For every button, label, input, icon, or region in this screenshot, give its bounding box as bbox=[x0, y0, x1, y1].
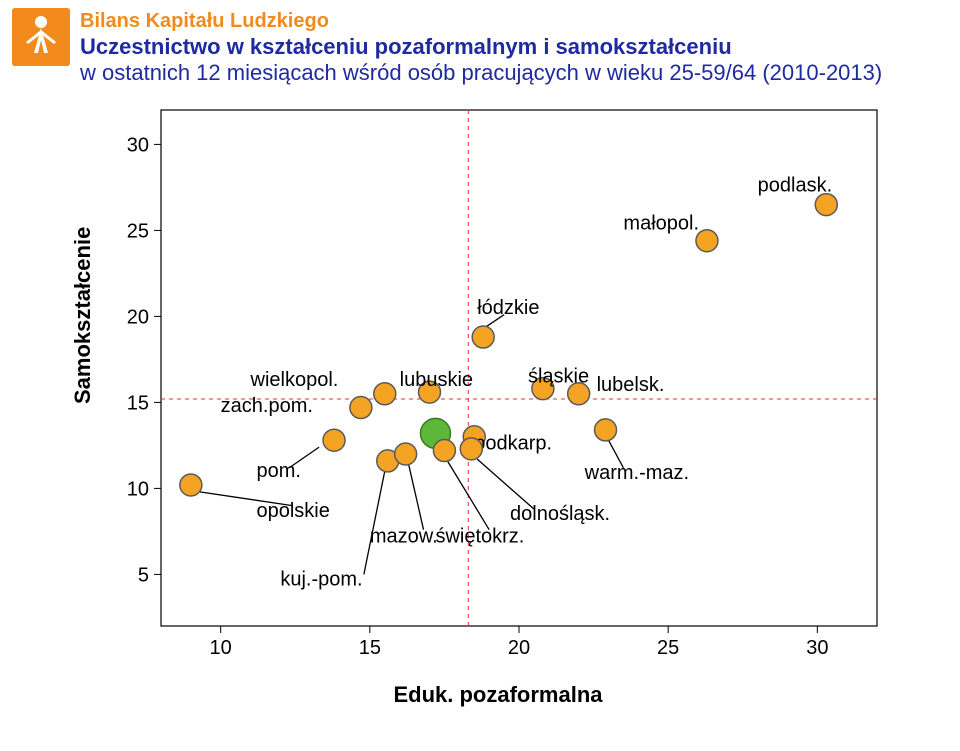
label-lubelsk: lubelsk. bbox=[597, 374, 665, 396]
point-opolskie bbox=[180, 474, 202, 496]
label-malopol: małopol. bbox=[623, 213, 699, 235]
label-zachpom: zach.pom. bbox=[221, 395, 313, 417]
label-pom: pom. bbox=[256, 460, 300, 482]
point-malopol bbox=[696, 230, 718, 252]
label-dolnoslask: dolnośląsk. bbox=[510, 503, 610, 525]
scatter-plot: 10 15 20 25 30 5 10 15 20 25 30 opolskie pom. zach.po… bbox=[101, 96, 891, 676]
bkl-logo bbox=[12, 8, 70, 66]
chart-container: Samokształcenie 10 15 20 25 30 5 10 15 20 25 30 opo… bbox=[65, 96, 895, 708]
header: Bilans Kapitału Ludzkiego Uczestnictwo w… bbox=[12, 8, 948, 86]
point-dolnoslask bbox=[460, 438, 482, 460]
point-swietokrz bbox=[433, 440, 455, 462]
svg-text:20: 20 bbox=[508, 637, 530, 659]
svg-text:30: 30 bbox=[127, 134, 149, 156]
point-wielkopol bbox=[374, 383, 396, 405]
svg-text:25: 25 bbox=[127, 220, 149, 242]
label-mazow: mazow. bbox=[370, 526, 438, 548]
title-line-2: Uczestnictwo w kształceniu pozaformalnym… bbox=[80, 34, 882, 60]
svg-text:15: 15 bbox=[359, 637, 381, 659]
point-lubelsk bbox=[568, 383, 590, 405]
label-lodzkie: łódzkie bbox=[477, 297, 539, 319]
label-swietokrz: świętokrz. bbox=[435, 526, 524, 548]
label-kujpom: kuj.-pom. bbox=[280, 569, 362, 591]
point-warmmaz bbox=[595, 419, 617, 441]
label-podlask: podlask. bbox=[758, 175, 833, 197]
svg-text:10: 10 bbox=[210, 637, 232, 659]
page: Bilans Kapitału Ludzkiego Uczestnictwo w… bbox=[0, 0, 960, 751]
svg-text:25: 25 bbox=[657, 637, 679, 659]
svg-text:30: 30 bbox=[806, 637, 828, 659]
label-opolskie: opolskie bbox=[256, 500, 329, 522]
x-axis-label: Eduk. pozaformalna bbox=[101, 682, 895, 708]
label-podkarp: podkarp. bbox=[474, 433, 552, 455]
title-line-1: Bilans Kapitału Ludzkiego bbox=[80, 10, 882, 32]
svg-text:10: 10 bbox=[127, 478, 149, 500]
label-warmmaz: warm.-maz. bbox=[584, 462, 689, 484]
svg-text:5: 5 bbox=[138, 564, 149, 586]
svg-text:20: 20 bbox=[127, 306, 149, 328]
y-axis-label: Samokształcenie bbox=[70, 368, 96, 404]
title-line-3: w ostatnich 12 miesiącach wśród osób pra… bbox=[80, 60, 882, 86]
point-lodzkie bbox=[472, 326, 494, 348]
point-podlask bbox=[815, 194, 837, 216]
label-wielkopol: wielkopol. bbox=[250, 369, 339, 391]
point-mazow bbox=[395, 443, 417, 465]
point-pom bbox=[323, 429, 345, 451]
title-block: Bilans Kapitału Ludzkiego Uczestnictwo w… bbox=[80, 8, 882, 86]
point-zachpom bbox=[350, 397, 372, 419]
label-lubuskie: lubuskie bbox=[400, 369, 473, 391]
svg-text:15: 15 bbox=[127, 392, 149, 414]
